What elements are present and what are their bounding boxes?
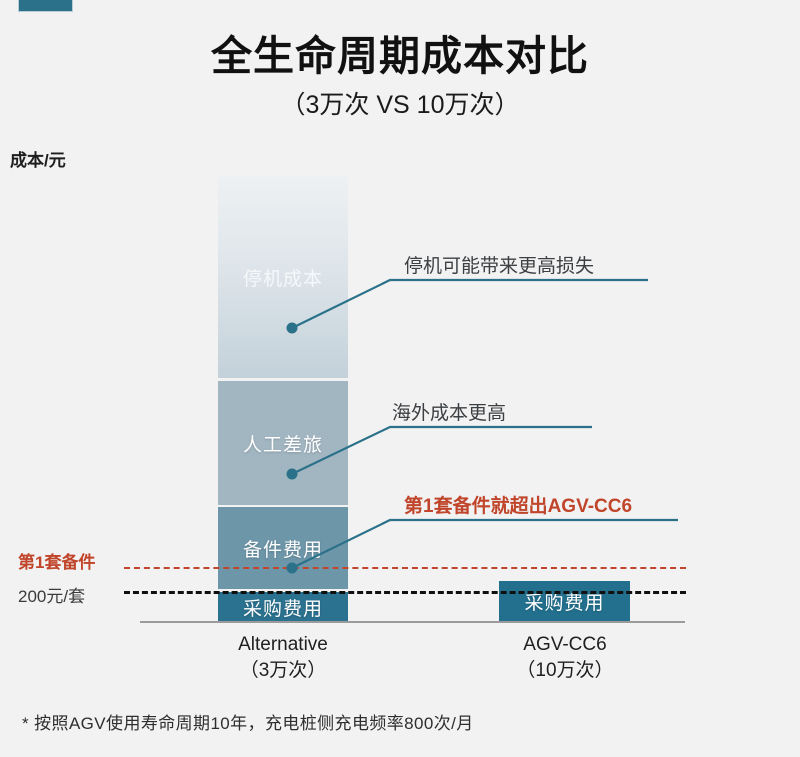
bar-segment-purchase-alternative: 采购费用: [218, 592, 348, 622]
bar-segment-downtime-cost: 停机成本: [218, 176, 348, 378]
category-name: Alternative: [238, 634, 328, 655]
bar-segment-purchase-agvcc6: 采购费用: [499, 581, 630, 622]
bar-segment-label: 备件费用: [242, 539, 323, 561]
reference-line-price-per-set: [124, 591, 686, 594]
page-title: 全生命周期成本对比: [211, 33, 589, 79]
y-axis-label: 成本/元: [10, 151, 66, 170]
bar-segment-label: 停机成本: [242, 268, 323, 290]
footnote-text: * 按照AGV使用寿命周期10年，充电桩侧充电频率800次/月: [22, 714, 474, 733]
bar-segment-label: 采购费用: [524, 593, 605, 614]
category-sub: （10万次）: [516, 659, 614, 681]
callout-downtime-loss: 停机可能带来更高损失: [404, 256, 595, 277]
category-label-agvcc6: AGV-CC6 （10万次）: [480, 632, 650, 683]
category-sub: （3万次）: [239, 659, 327, 681]
category-name: AGV-CC6: [523, 634, 607, 655]
x-axis-baseline: [140, 621, 685, 623]
category-label-alternative: Alternative （3万次）: [198, 632, 368, 683]
page-subtitle: （3万次 VS 10万次）: [280, 91, 520, 119]
bar-segment-labor-travel: 人工差旅: [218, 381, 348, 505]
bar-segment-label: 人工差旅: [242, 434, 323, 456]
reference-line-first-spare-set: [124, 567, 686, 569]
callout-overseas-cost: 海外成本更高: [392, 403, 507, 424]
reference-label-price-per-set: 200元/套: [18, 587, 86, 606]
bar-segment-label: 采购费用: [242, 598, 323, 620]
bar-segment-spare-parts: 备件费用: [218, 507, 348, 589]
reference-label-first-spare-set: 第1套备件: [18, 553, 96, 572]
callout-first-spare-exceeds: 第1套备件就超出AGV-CC6: [404, 496, 633, 517]
corner-accent-mark: [18, 0, 73, 12]
